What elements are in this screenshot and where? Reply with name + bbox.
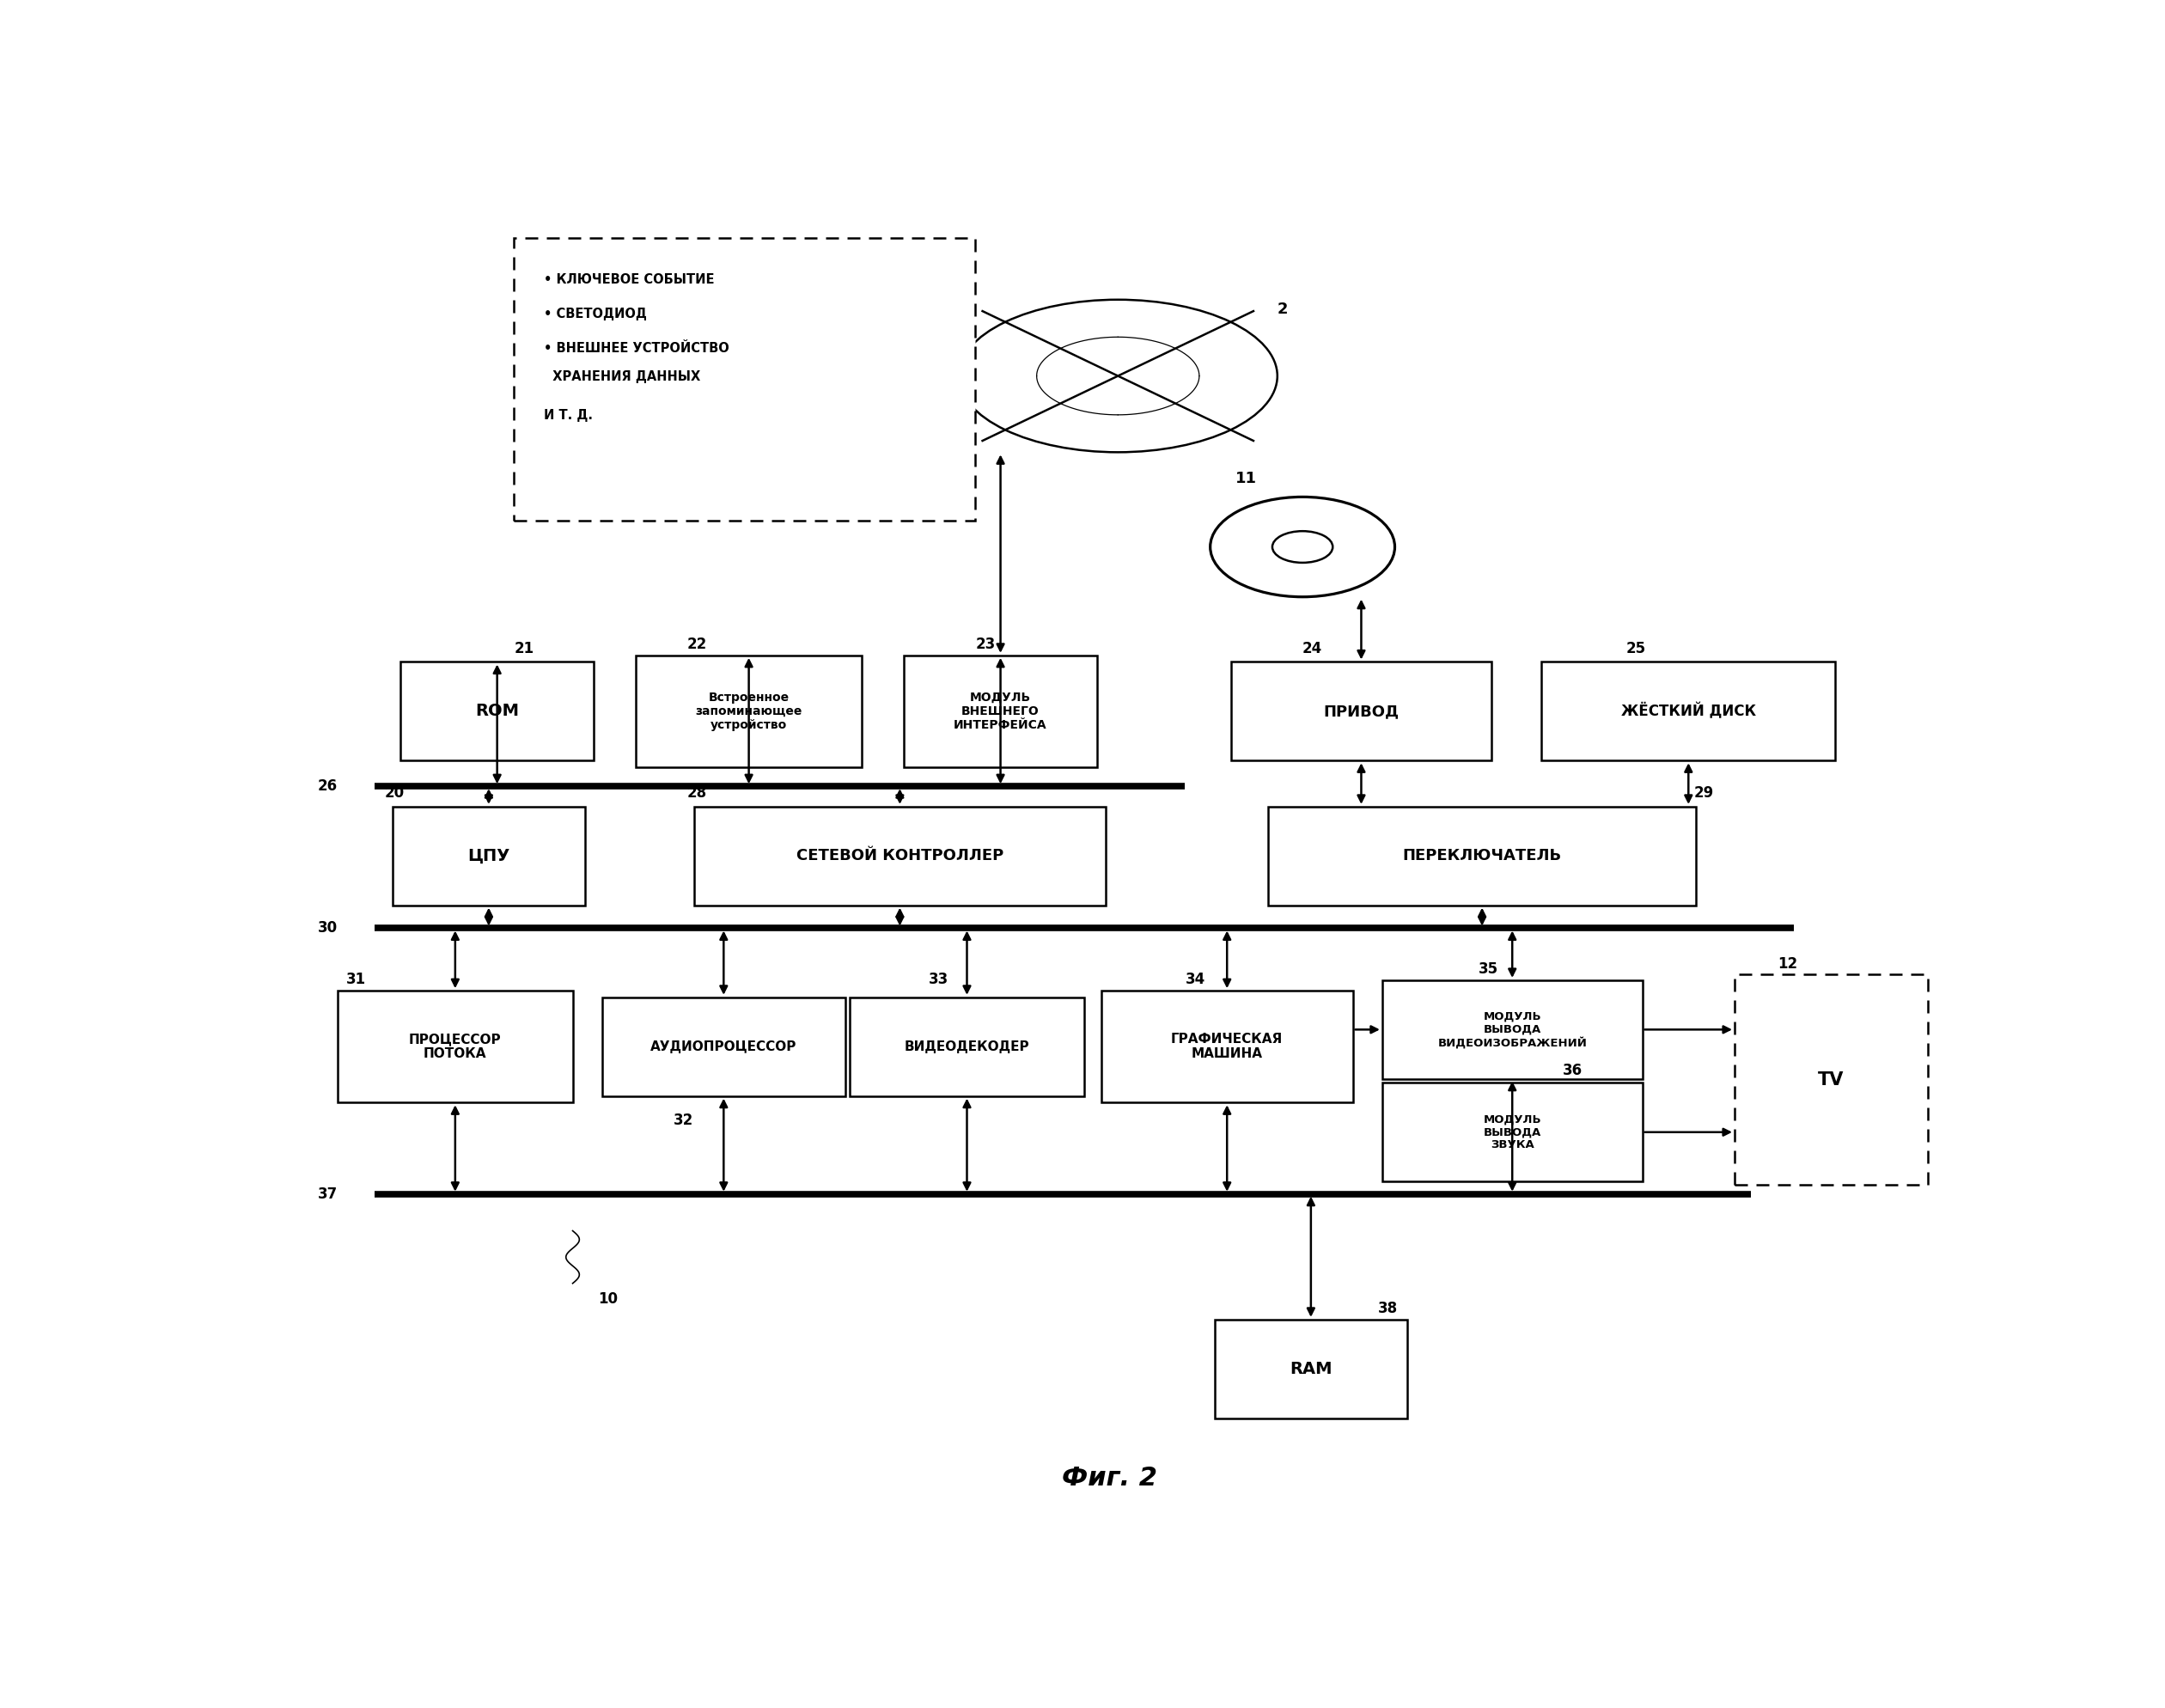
Text: Встроенное
запоминающее
устройство: Встроенное запоминающее устройство xyxy=(695,692,803,731)
Text: 35: 35 xyxy=(1479,962,1498,977)
Text: 31: 31 xyxy=(346,972,366,987)
Text: ПРИВОД: ПРИВОД xyxy=(1323,704,1399,719)
Text: И Т. Д.: И Т. Д. xyxy=(543,408,593,422)
FancyBboxPatch shape xyxy=(392,806,585,905)
Text: АУДИОПРОЦЕССОР: АУДИОПРОЦЕССОР xyxy=(650,1040,797,1054)
Text: 2: 2 xyxy=(1277,301,1288,316)
Text: 36: 36 xyxy=(1563,1062,1583,1078)
FancyBboxPatch shape xyxy=(695,806,1106,905)
Text: 28: 28 xyxy=(686,786,706,801)
Text: 29: 29 xyxy=(1693,786,1713,801)
FancyBboxPatch shape xyxy=(637,656,862,767)
Text: 23: 23 xyxy=(974,637,996,652)
Text: 32: 32 xyxy=(673,1112,693,1129)
Text: • ВНЕШНЕЕ УСТРОЙСТВО: • ВНЕШНЕЕ УСТРОЙСТВО xyxy=(543,342,730,355)
Text: TV: TV xyxy=(1819,1071,1845,1088)
Text: МОДУЛЬ
ВЫВОДА
ЗВУКА: МОДУЛЬ ВЫВОДА ЗВУКА xyxy=(1483,1114,1541,1151)
FancyBboxPatch shape xyxy=(401,663,593,760)
Text: ПЕРЕКЛЮЧАТЕЛЬ: ПЕРЕКЛЮЧАТЕЛЬ xyxy=(1403,849,1561,864)
Text: 33: 33 xyxy=(929,972,948,987)
Text: МОДУЛЬ
ВНЕШНЕГО
ИНТЕРФЕЙСА: МОДУЛЬ ВНЕШНЕГО ИНТЕРФЕЙСА xyxy=(955,692,1048,731)
Text: ВИДЕОДЕКОДЕР: ВИДЕОДЕКОДЕР xyxy=(905,1040,1031,1054)
FancyBboxPatch shape xyxy=(1269,806,1695,905)
Text: 38: 38 xyxy=(1377,1301,1399,1317)
Text: 20: 20 xyxy=(385,786,405,801)
FancyBboxPatch shape xyxy=(602,997,844,1097)
FancyBboxPatch shape xyxy=(1215,1320,1407,1418)
FancyBboxPatch shape xyxy=(1381,1083,1643,1182)
Ellipse shape xyxy=(1273,531,1334,562)
Ellipse shape xyxy=(959,299,1277,453)
Text: 10: 10 xyxy=(598,1291,617,1307)
FancyBboxPatch shape xyxy=(1232,663,1492,760)
FancyBboxPatch shape xyxy=(849,997,1085,1097)
Text: ГРАФИЧЕСКАЯ
МАШИНА: ГРАФИЧЕСКАЯ МАШИНА xyxy=(1171,1033,1284,1061)
Text: Фиг. 2: Фиг. 2 xyxy=(1061,1465,1158,1491)
Text: 30: 30 xyxy=(318,921,338,936)
Text: 24: 24 xyxy=(1303,640,1323,656)
Text: 37: 37 xyxy=(318,1187,338,1202)
FancyBboxPatch shape xyxy=(338,991,572,1103)
FancyBboxPatch shape xyxy=(1102,991,1353,1103)
Text: 21: 21 xyxy=(513,640,535,656)
Text: RAM: RAM xyxy=(1290,1361,1331,1377)
Text: • КЛЮЧЕВОЕ СОБЫТИЕ: • КЛЮЧЕВОЕ СОБЫТИЕ xyxy=(543,273,714,287)
Text: МОДУЛЬ
ВЫВОДА
ВИДЕОИЗОБРАЖЕНИЙ: МОДУЛЬ ВЫВОДА ВИДЕОИЗОБРАЖЕНИЙ xyxy=(1438,1011,1587,1049)
Text: ЦПУ: ЦПУ xyxy=(468,847,511,864)
Text: 25: 25 xyxy=(1626,640,1645,656)
Text: СЕТЕВОЙ КОНТРОЛЛЕР: СЕТЕВОЙ КОНТРОЛЛЕР xyxy=(797,849,1002,864)
Text: 26: 26 xyxy=(318,779,338,794)
FancyBboxPatch shape xyxy=(1541,663,1836,760)
FancyBboxPatch shape xyxy=(1381,980,1643,1079)
Text: 34: 34 xyxy=(1184,972,1206,987)
Text: 22: 22 xyxy=(686,637,706,652)
Ellipse shape xyxy=(1210,497,1394,596)
FancyBboxPatch shape xyxy=(513,237,976,521)
Text: 12: 12 xyxy=(1777,956,1797,972)
Text: ЖЁСТКИЙ ДИСК: ЖЁСТКИЙ ДИСК xyxy=(1622,704,1756,719)
Text: ПРОЦЕССОР
ПОТОКА: ПРОЦЕССОР ПОТОКА xyxy=(409,1033,502,1061)
Text: ХРАНЕНИЯ ДАННЫХ: ХРАНЕНИЯ ДАННЫХ xyxy=(543,371,701,384)
Text: • СВЕТОДИОД: • СВЕТОДИОД xyxy=(543,307,647,321)
FancyBboxPatch shape xyxy=(905,656,1098,767)
Text: ROM: ROM xyxy=(476,704,520,719)
FancyBboxPatch shape xyxy=(1734,974,1927,1185)
Text: 11: 11 xyxy=(1236,471,1258,487)
